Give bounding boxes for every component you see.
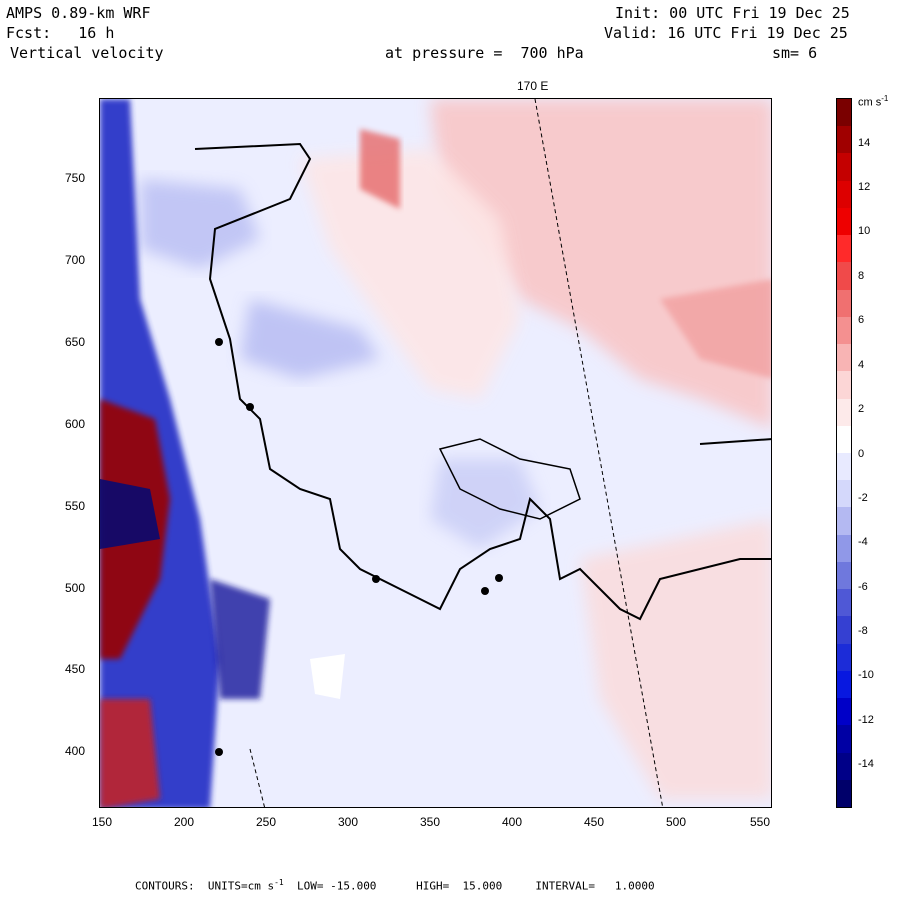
valid-time: Valid: 16 UTC Fri 19 Dec 25 [604, 24, 848, 42]
coast-segment-east [699, 438, 771, 445]
x-tick-label: 450 [584, 815, 605, 829]
colorbar-segment [837, 725, 851, 754]
colorbar-units: cm s-1 [858, 94, 889, 109]
coastline [194, 142, 771, 621]
deep-sinking-cell [100, 479, 160, 549]
colorbar-label: 12 [858, 181, 871, 193]
colorbar-segment [837, 589, 851, 617]
init-time: Init: 00 UTC Fri 19 Dec 25 [615, 4, 850, 22]
colorbar-segment [837, 779, 851, 808]
field-name: Vertical velocity [10, 44, 164, 62]
colorbar-segment [837, 153, 851, 182]
red-band-east [660, 279, 771, 379]
y-tick-label: 400 [65, 744, 86, 758]
meridian-line [534, 99, 664, 807]
colorbar-segment [837, 344, 851, 372]
colorbar-segment [837, 180, 851, 209]
colorbar-segment [837, 453, 851, 481]
x-tick-label: 300 [338, 815, 359, 829]
colorbar-segment [837, 534, 851, 563]
colorbar-label: 4 [858, 359, 865, 371]
y-tick-label: 600 [65, 417, 86, 431]
colorbar-segment [837, 561, 851, 590]
colorbar-segment [837, 235, 851, 263]
y-tick-label: 450 [65, 662, 86, 676]
smoothing-value: sm= 6 [772, 44, 818, 62]
x-tick-label: 250 [256, 815, 277, 829]
colorbar-segment [837, 99, 851, 127]
station-marker [372, 575, 380, 583]
colorbar-label: -10 [858, 669, 874, 681]
map-field-svg [100, 99, 771, 807]
colorbar-label: 8 [858, 270, 865, 282]
colorbar-label: -14 [858, 758, 874, 770]
x-tick-label: 500 [666, 815, 687, 829]
colorbar-label: 0 [858, 448, 865, 460]
red-cell-north [360, 129, 400, 209]
blue-patch-shelf [430, 459, 540, 549]
ice-shelf-outline [438, 438, 581, 520]
x-tick-label: 350 [420, 815, 441, 829]
colorbar-segment [837, 698, 851, 726]
colorbar-segment [837, 425, 851, 454]
x-tick-label: 400 [502, 815, 523, 829]
missing-data-patch [310, 654, 345, 699]
blue-patch-northwest [140, 179, 260, 269]
colorbar-segment [837, 507, 851, 536]
colorbar-segment [837, 616, 851, 645]
colorbar-label: -4 [858, 536, 868, 548]
colorbar-segment [837, 752, 851, 781]
y-tick-label: 650 [65, 335, 86, 349]
model-title: AMPS 0.89-km WRF [6, 4, 151, 22]
colorbar-segment [837, 262, 851, 291]
vertical-velocity-map [99, 98, 772, 808]
y-tick-label: 700 [65, 253, 86, 267]
station-marker [495, 574, 503, 582]
colorbar-label: 2 [858, 403, 865, 415]
colorbar-label: 6 [858, 314, 865, 326]
colorbar-label: -8 [858, 625, 868, 637]
station-marker [246, 403, 254, 411]
y-tick-label: 550 [65, 499, 86, 513]
x-tick-label: 200 [174, 815, 195, 829]
blue-patch-center [240, 299, 380, 379]
pressure-level: at pressure = 700 hPa [385, 44, 584, 62]
y-tick-label: 500 [65, 581, 86, 595]
station-marker [481, 587, 489, 595]
colorbar-label: -2 [858, 492, 868, 504]
colorbar-label: -12 [858, 714, 874, 726]
pink-region-southeast [580, 519, 771, 799]
colorbar-segment [837, 398, 851, 427]
colorbar-segment [837, 289, 851, 318]
station-marker [215, 748, 223, 756]
sinking-cell-south [210, 579, 270, 699]
longitude-label: 170 E [517, 79, 549, 93]
contour-info: CONTOURS: UNITS=cm s-1 LOW= -15.000 HIGH… [135, 878, 655, 893]
colorbar-segment [837, 371, 851, 400]
colorbar-label: 14 [858, 137, 871, 149]
colorbar [836, 98, 852, 808]
colorbar-label: -6 [858, 581, 868, 593]
y-tick-label: 750 [65, 171, 86, 185]
forecast-hour: Fcst: 16 h [6, 24, 115, 42]
station-marker [215, 338, 223, 346]
colorbar-segment [837, 316, 851, 345]
x-tick-label: 150 [92, 815, 113, 829]
rising-cell-southwest [100, 699, 160, 807]
colorbar-segment [837, 670, 851, 699]
colorbar-segment [837, 126, 851, 154]
colorbar-segment [837, 480, 851, 508]
x-tick-label: 550 [750, 815, 771, 829]
pink-region-northeast [430, 99, 771, 429]
colorbar-segment [837, 207, 851, 236]
colorbar-label: 10 [858, 225, 871, 237]
pale-pink-region [300, 149, 520, 399]
colorbar-segment [837, 643, 851, 672]
meridian-line-west [249, 748, 266, 807]
